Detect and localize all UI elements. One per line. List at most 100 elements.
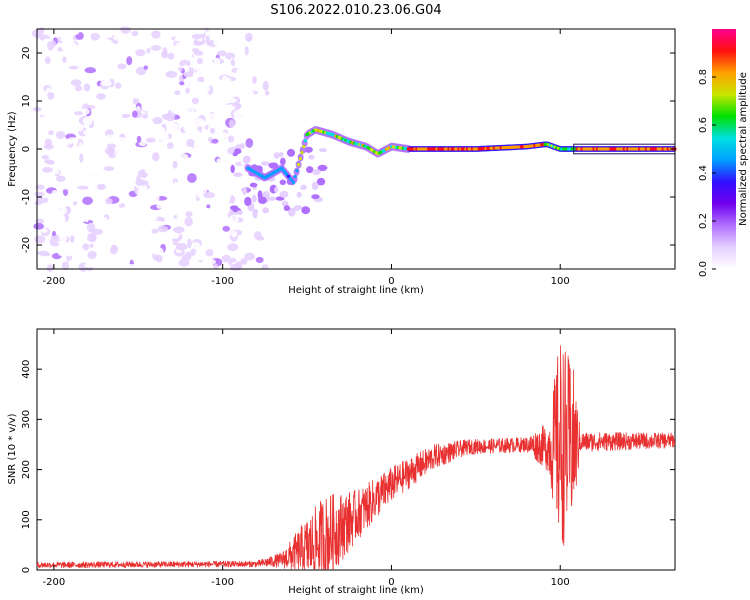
noise-blob bbox=[278, 151, 284, 157]
noise-blob bbox=[106, 143, 117, 149]
noise-blob bbox=[44, 56, 51, 65]
noise-blob bbox=[46, 92, 55, 100]
noise-blob bbox=[207, 63, 213, 70]
noise-blob bbox=[207, 207, 220, 215]
noise-blob bbox=[109, 46, 118, 57]
noise-blob bbox=[194, 138, 207, 144]
noise-blob bbox=[66, 84, 72, 94]
noise-blob bbox=[48, 130, 55, 136]
noise-blob bbox=[193, 50, 204, 56]
noise-blob bbox=[296, 191, 302, 198]
noise-blob bbox=[240, 236, 248, 245]
noise-blob bbox=[32, 53, 44, 63]
noise-blob bbox=[128, 116, 134, 124]
noise-blob bbox=[201, 89, 208, 99]
noise-blob bbox=[160, 217, 166, 222]
noise-blob bbox=[116, 117, 122, 124]
noise-blob bbox=[133, 82, 146, 89]
noise-blob bbox=[82, 129, 94, 136]
noise-blob bbox=[222, 225, 231, 232]
noise-blob bbox=[219, 131, 228, 139]
noise-blob bbox=[249, 182, 258, 188]
noise-blob bbox=[78, 147, 90, 154]
noise-blob bbox=[216, 236, 227, 243]
noise-blob bbox=[59, 36, 71, 42]
noise-blob bbox=[113, 216, 125, 227]
noise-blob bbox=[251, 263, 261, 269]
noise-blob bbox=[209, 127, 216, 134]
noise-blob bbox=[262, 80, 269, 91]
noise-blob bbox=[300, 184, 307, 191]
noise-blob bbox=[237, 67, 246, 78]
noise-blob bbox=[168, 128, 180, 134]
noise-blob bbox=[279, 191, 287, 198]
noise-blob bbox=[242, 187, 247, 195]
noise-blob bbox=[43, 143, 54, 150]
noise-blob bbox=[319, 147, 327, 153]
y-tick-label: 100 bbox=[21, 510, 32, 529]
noise-blob bbox=[48, 69, 54, 77]
colorbar-tick-label: 0.0 bbox=[698, 261, 709, 277]
noise-blob bbox=[146, 47, 151, 54]
noise-blob bbox=[176, 213, 182, 221]
noise-blob bbox=[35, 184, 45, 190]
noise-blob bbox=[133, 202, 146, 212]
noise-blob bbox=[157, 163, 169, 172]
noise-blob bbox=[149, 209, 157, 217]
noise-blob bbox=[221, 206, 230, 216]
noise-blob bbox=[62, 100, 70, 108]
noise-blob bbox=[153, 244, 159, 254]
noise-blob bbox=[280, 157, 286, 166]
noise-blob bbox=[67, 188, 78, 193]
noise-blob bbox=[182, 28, 187, 37]
noise-blob bbox=[196, 189, 202, 198]
noise-blob bbox=[252, 64, 260, 74]
noise-blob bbox=[100, 194, 107, 202]
noise-blob bbox=[96, 93, 106, 100]
noise-blob bbox=[275, 196, 285, 201]
snr-panel: -200 -100 0 100 0 100 200 300 400 Height of str… bbox=[7, 328, 676, 596]
noise-blob bbox=[165, 70, 178, 78]
noise-blob bbox=[42, 74, 48, 83]
signal-core bbox=[303, 139, 307, 143]
noise-blob bbox=[100, 47, 106, 54]
noise-blob bbox=[221, 254, 232, 263]
noise-blob bbox=[41, 50, 54, 57]
noise-blob bbox=[97, 64, 106, 71]
noise-blob bbox=[206, 204, 211, 209]
noise-blob bbox=[174, 84, 186, 91]
noise-blob bbox=[190, 248, 197, 254]
noise-blob bbox=[181, 254, 192, 261]
figure-title: S106.2022.010.23.06.G04 bbox=[270, 3, 441, 18]
noise-blob bbox=[227, 92, 237, 98]
noise-blob bbox=[235, 90, 246, 98]
noise-blob bbox=[54, 144, 60, 153]
noise-blob bbox=[68, 26, 80, 36]
noise-blob bbox=[61, 111, 68, 118]
noise-blob bbox=[191, 33, 203, 40]
noise-blob bbox=[185, 211, 193, 217]
noise-blob bbox=[34, 235, 46, 244]
noise-blob bbox=[179, 81, 185, 86]
noise-blob bbox=[173, 202, 183, 211]
noise-blob bbox=[163, 203, 169, 209]
colorbar-label: Normalized spectral amplitude bbox=[738, 72, 749, 226]
noise-blob bbox=[236, 103, 241, 110]
noise-blob bbox=[215, 221, 225, 226]
noise-blob bbox=[39, 68, 48, 74]
noise-blob bbox=[52, 169, 60, 175]
noise-blob bbox=[82, 116, 93, 126]
noise-blob bbox=[90, 32, 100, 41]
noise-blob bbox=[70, 235, 75, 243]
noise-blob bbox=[233, 109, 243, 119]
noise-blob bbox=[74, 111, 83, 116]
noise-blob bbox=[56, 175, 66, 182]
signal-core bbox=[297, 163, 301, 167]
noise-blob bbox=[163, 114, 170, 120]
noise-blob bbox=[230, 58, 235, 68]
noise-blob bbox=[99, 135, 107, 143]
noise-blob bbox=[178, 66, 183, 72]
noise-blob bbox=[185, 106, 194, 116]
noise-blob bbox=[143, 65, 148, 70]
